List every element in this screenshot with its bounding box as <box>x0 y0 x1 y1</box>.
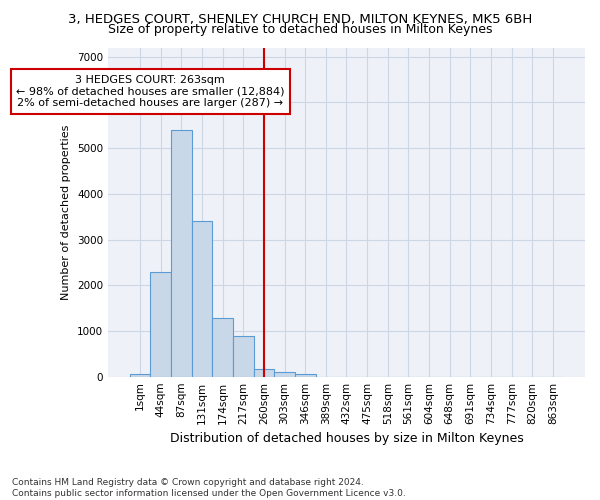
X-axis label: Distribution of detached houses by size in Milton Keynes: Distribution of detached houses by size … <box>170 432 523 445</box>
Bar <box>274 372 295 376</box>
Bar <box>212 318 233 376</box>
Bar <box>191 221 212 376</box>
Text: Contains HM Land Registry data © Crown copyright and database right 2024.
Contai: Contains HM Land Registry data © Crown c… <box>12 478 406 498</box>
Text: 3 HEDGES COURT: 263sqm
← 98% of detached houses are smaller (12,884)
2% of semi-: 3 HEDGES COURT: 263sqm ← 98% of detached… <box>16 75 284 108</box>
Bar <box>233 336 254 376</box>
Bar <box>171 130 191 376</box>
Y-axis label: Number of detached properties: Number of detached properties <box>61 124 71 300</box>
Text: 3, HEDGES COURT, SHENLEY CHURCH END, MILTON KEYNES, MK5 6BH: 3, HEDGES COURT, SHENLEY CHURCH END, MIL… <box>68 12 532 26</box>
Bar <box>254 370 274 376</box>
Text: Size of property relative to detached houses in Milton Keynes: Size of property relative to detached ho… <box>108 22 492 36</box>
Bar <box>130 374 151 376</box>
Bar <box>151 272 171 376</box>
Bar <box>295 374 316 376</box>
